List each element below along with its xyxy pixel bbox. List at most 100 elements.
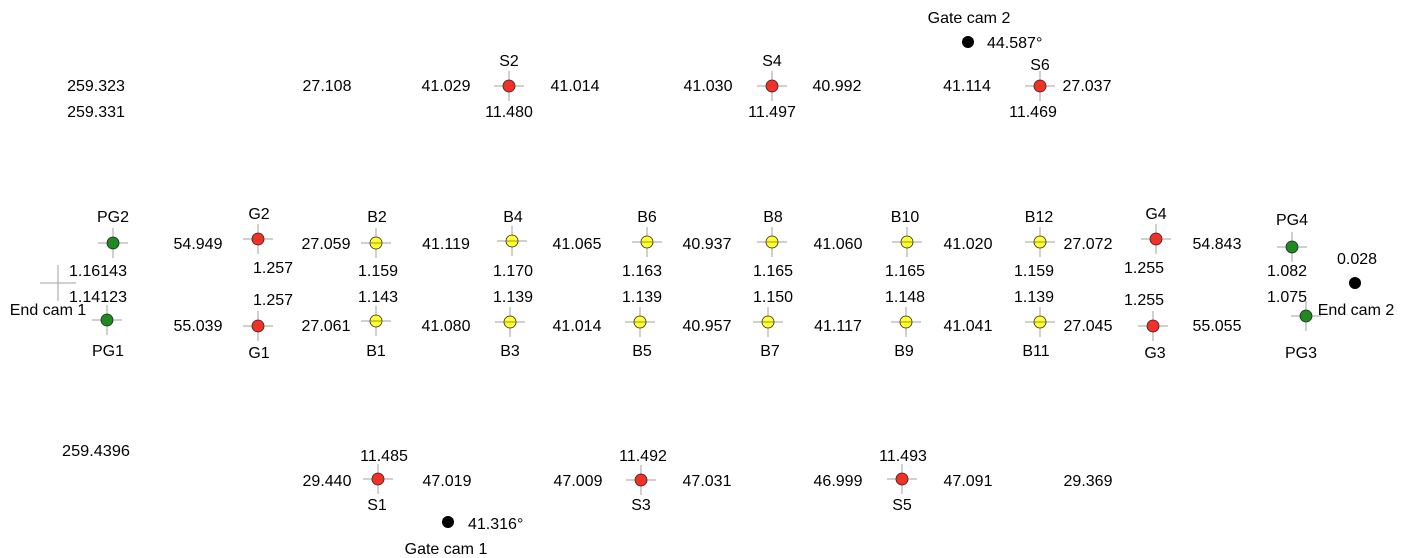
label-pg2: PG2: [97, 209, 129, 226]
dist-s3-left: 47.009: [554, 473, 603, 490]
dist-s2-right: 41.014: [551, 78, 600, 95]
value-s6: 11.469: [1009, 104, 1057, 121]
label-b1: B1: [366, 343, 386, 360]
value-pg2: 1.16143: [69, 263, 127, 280]
label-pg3: PG3: [1285, 345, 1317, 362]
value-g1: 1.257: [253, 292, 293, 309]
value-b3: 1.139: [493, 289, 533, 306]
dist-s5-right: 47.091: [944, 473, 993, 490]
dist-top-b4-b6: 41.065: [553, 236, 602, 253]
dist-s6-right: 27.037: [1063, 78, 1112, 95]
value-s2: 11.480: [485, 104, 533, 121]
label-s2: S2: [499, 53, 519, 70]
crosshair-layer: [40, 71, 1321, 495]
value-s1: 11.485: [360, 448, 408, 465]
dist-top-b8-b10: 41.060: [814, 236, 863, 253]
value-g4: 1.255: [1124, 260, 1164, 277]
dist-top-b6-b8: 40.937: [683, 236, 732, 253]
label-g3: G3: [1144, 345, 1165, 362]
value-b11: 1.139: [1014, 289, 1054, 306]
label-g2: G2: [248, 206, 269, 223]
pg3-marker: [1299, 309, 1313, 323]
end-cam-2-value: 0.028: [1337, 251, 1377, 268]
value-b5: 1.139: [622, 289, 662, 306]
value-pg3: 1.075: [1267, 289, 1307, 306]
value-s4: 11.497: [748, 104, 796, 121]
value-b4: 1.170: [493, 263, 533, 280]
gate-cam-2-angle: 44.587°: [987, 35, 1042, 52]
label-g1: G1: [248, 345, 269, 362]
value-g3: 1.255: [1124, 292, 1164, 309]
dist-bot-b9-b11: 41.041: [944, 318, 993, 335]
value-b6: 1.163: [622, 263, 662, 280]
label-s1: S1: [367, 497, 387, 514]
dist-s4-right: 40.992: [813, 78, 862, 95]
dist-top-b12-g4: 27.072: [1064, 236, 1113, 253]
dist-s1-left: 29.440: [303, 473, 352, 490]
label-b9: B9: [894, 343, 914, 360]
marker-layer: [100, 36, 1361, 528]
gatecam1-dot: [442, 516, 454, 528]
dist-bot-b3-b5: 41.014: [553, 318, 602, 335]
label-layer: S2 11.480 S4 11.497 S6 11.469 PG2 1.1614…: [69, 53, 1317, 514]
label-pg4: PG4: [1276, 212, 1308, 229]
label-s6: S6: [1030, 57, 1050, 74]
end-cam-1-label: End cam 1: [10, 302, 87, 319]
label-b8: B8: [763, 209, 783, 226]
pg4-marker: [1285, 240, 1299, 254]
dist-s1-right: 47.019: [423, 473, 472, 490]
endcam2-dot: [1349, 277, 1361, 289]
label-b10: B10: [891, 209, 920, 226]
dist-bot-b7-b9: 41.117: [814, 318, 862, 335]
dist-top-b10-b12: 41.020: [944, 236, 993, 253]
dist-bot-b11-g3: 27.045: [1064, 318, 1113, 335]
gate-cam-1-label: Gate cam 1: [405, 541, 488, 558]
dist-bot-b5-b7: 40.957: [683, 318, 732, 335]
dist-bot-g1-b1: 27.061: [302, 318, 351, 335]
label-pg1: PG1: [92, 343, 124, 360]
dist-top-g4-pg4: 54.843: [1193, 236, 1242, 253]
dist-s3-right: 47.031: [683, 473, 732, 490]
label-s5: S5: [892, 497, 912, 514]
label-b7: B7: [760, 343, 780, 360]
value-b12: 1.159: [1014, 263, 1054, 280]
value-b10: 1.165: [885, 263, 925, 280]
dist-bot-g3-pg3: 55.055: [1193, 318, 1242, 335]
dist-s6-left: 41.114: [943, 78, 991, 95]
label-s4: S4: [762, 53, 782, 70]
value-b9: 1.148: [885, 289, 925, 306]
gate-cam-1-angle: 41.316°: [468, 516, 523, 533]
dist-top-b2-b4: 41.119: [422, 236, 470, 253]
value-b2: 1.159: [358, 263, 398, 280]
dist-s5-left: 46.999: [814, 473, 863, 490]
pg2-marker: [106, 236, 120, 250]
gate-cam-2-label: Gate cam 2: [928, 10, 1011, 27]
label-b12: B12: [1025, 209, 1054, 226]
label-b4: B4: [503, 209, 523, 226]
label-s3: S3: [631, 497, 651, 514]
end-cam-2-label: End cam 2: [1318, 302, 1395, 319]
value-pg4: 1.082: [1267, 263, 1307, 280]
dist-top-pg2-g2: 54.949: [174, 236, 223, 253]
value-s3: 11.492: [619, 448, 667, 465]
label-b3: B3: [500, 343, 520, 360]
label-b5: B5: [632, 343, 652, 360]
pg1-marker: [100, 313, 114, 327]
gatecam2-dot: [962, 36, 974, 48]
value-g2: 1.257: [253, 260, 293, 277]
value-b1: 1.143: [358, 289, 398, 306]
value-b8: 1.165: [753, 263, 793, 280]
label-b6: B6: [637, 209, 657, 226]
dist-top-g2-b2: 27.059: [302, 236, 351, 253]
dist-s2-left: 41.029: [422, 78, 471, 95]
bottom-span-value: 29.369: [1064, 473, 1113, 490]
corner-value-top-left-2: 259.331: [67, 104, 125, 121]
corner-value-bottom-left: 259.4396: [62, 443, 130, 460]
corner-value-top-left-1: 259.323: [67, 78, 125, 95]
dist-bot-b1-b3: 41.080: [422, 318, 471, 335]
distance-layer: 41.029 41.014 41.030 40.992 41.114 27.03…: [174, 78, 1242, 490]
label-b11: B11: [1022, 343, 1049, 360]
dist-bot-pg1-g1: 55.039: [174, 318, 223, 335]
label-b2: B2: [367, 209, 387, 226]
